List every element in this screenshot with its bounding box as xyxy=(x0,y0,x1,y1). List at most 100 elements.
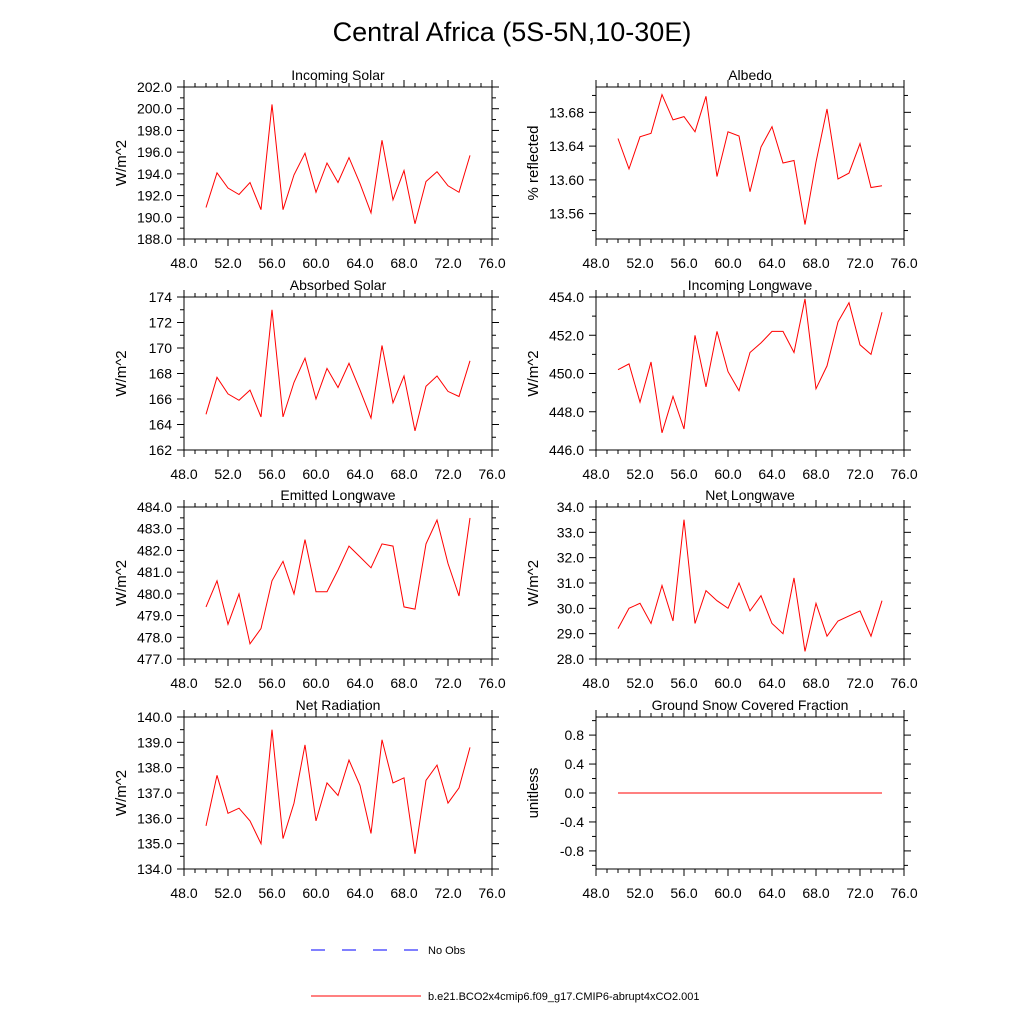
y-axis-label: W/m^2 xyxy=(113,770,130,816)
x-tick-label: 76.0 xyxy=(890,466,917,482)
y-tick-label: 13.60 xyxy=(549,172,584,188)
x-tick-label: 76.0 xyxy=(890,675,917,691)
series-line-albedo xyxy=(617,93,883,225)
y-tick-label: 450.0 xyxy=(549,366,584,382)
x-tick-label: 68.0 xyxy=(390,885,417,901)
series-line-incoming-solar xyxy=(205,104,471,224)
y-tick-label: 166 xyxy=(149,391,173,407)
panel-albedo: Albedo % reflected 48.0 52.0 56.0 60.0 64.0 68.… xyxy=(525,67,918,271)
y-tick-label: 452.0 xyxy=(549,327,584,343)
x-tick-label: 76.0 xyxy=(890,885,917,901)
y-tick-label: 140.0 xyxy=(137,709,172,725)
panel-title: Albedo xyxy=(728,67,772,83)
x-tick-label: 56.0 xyxy=(258,885,285,901)
y-axis-label: W/m^2 xyxy=(113,560,130,606)
x-tick-label: 72.0 xyxy=(846,675,873,691)
x-tick-label: 76.0 xyxy=(478,675,505,691)
y-tick-label: 134.0 xyxy=(137,861,172,877)
x-tick-label: 48.0 xyxy=(170,255,197,271)
x-tick-label: 76.0 xyxy=(478,885,505,901)
x-tick-label: 52.0 xyxy=(626,466,653,482)
series-line-net-radiation xyxy=(205,729,471,854)
panel-net-longwave: Net Longwave W/m^2 48.0 52.0 56.0 60.0 64.0 68.… xyxy=(525,487,918,691)
x-tick-label: 56.0 xyxy=(258,675,285,691)
y-tick-label: 477.0 xyxy=(137,651,172,667)
y-axis-label: W/m^2 xyxy=(525,350,542,396)
y-tick-label: 483.0 xyxy=(137,521,172,537)
panel-title: Incoming Longwave xyxy=(688,277,813,293)
y-tick-label: 446.0 xyxy=(549,442,584,458)
y-tick-label: 188.0 xyxy=(137,231,172,247)
y-tick-label: 13.68 xyxy=(549,104,584,120)
y-tick-label: 31.0 xyxy=(557,575,584,591)
y-tick-label: 139.0 xyxy=(137,734,172,750)
panel-title: Ground Snow Covered Fraction xyxy=(652,697,849,713)
legend: No Obs b.e21.BCO2x4cmip6.f09_g17.CMIP6-a… xyxy=(311,945,700,1003)
y-tick-label: 168 xyxy=(149,366,173,382)
x-tick-label: 48.0 xyxy=(582,466,609,482)
y-tick-label: -0.4 xyxy=(560,814,584,830)
legend-obs-label: No Obs xyxy=(428,945,466,957)
y-tick-label: 30.0 xyxy=(557,600,584,616)
x-tick-label: 56.0 xyxy=(258,255,285,271)
panel-title: Absorbed Solar xyxy=(290,277,387,293)
x-tick-label: 52.0 xyxy=(626,885,653,901)
y-tick-label: 33.0 xyxy=(557,524,584,540)
y-tick-label: 481.0 xyxy=(137,564,172,580)
x-tick-label: 72.0 xyxy=(434,885,461,901)
y-axis-label: W/m^2 xyxy=(113,350,130,396)
x-tick-label: 72.0 xyxy=(846,255,873,271)
y-tick-label: 480.0 xyxy=(137,586,172,602)
x-tick-label: 64.0 xyxy=(758,675,785,691)
plot-frame xyxy=(183,296,493,451)
y-axis-label: W/m^2 xyxy=(113,140,130,186)
x-tick-label: 60.0 xyxy=(714,885,741,901)
x-tick-label: 60.0 xyxy=(302,466,329,482)
y-tick-label: 198.0 xyxy=(137,122,172,138)
y-tick-label: 13.64 xyxy=(549,138,584,154)
x-tick-label: 60.0 xyxy=(714,255,741,271)
x-tick-label: 64.0 xyxy=(758,466,785,482)
y-axis-label: % reflected xyxy=(525,125,542,200)
x-tick-label: 48.0 xyxy=(170,675,197,691)
y-axis-label: W/m^2 xyxy=(525,560,542,606)
y-tick-label: 137.0 xyxy=(137,785,172,801)
y-tick-label: 172 xyxy=(149,315,173,331)
panel-net-radiation: Net Radiation W/m^2 48.0 52.0 56.0 60.0 64.0 68… xyxy=(113,697,506,901)
x-tick-label: 56.0 xyxy=(670,466,697,482)
y-tick-label: 138.0 xyxy=(137,760,172,776)
panel-absorbed-solar: Absorbed Solar W/m^2 48.0 52.0 56.0 60.0 64.0 6… xyxy=(113,277,506,482)
x-tick-label: 72.0 xyxy=(434,466,461,482)
x-tick-label: 68.0 xyxy=(802,885,829,901)
x-tick-label: 52.0 xyxy=(214,675,241,691)
plot-frame xyxy=(595,506,905,660)
plot-frame xyxy=(183,506,493,660)
y-tick-label: 0.8 xyxy=(565,727,585,743)
x-tick-label: 68.0 xyxy=(802,466,829,482)
y-tick-label: 34.0 xyxy=(557,499,584,515)
x-tick-label: 72.0 xyxy=(434,675,461,691)
x-tick-label: 52.0 xyxy=(214,255,241,271)
panel-incoming-longwave: Incoming Longwave W/m^2 48.0 52.0 56.0 60.0 64… xyxy=(525,277,918,482)
x-tick-label: 60.0 xyxy=(714,466,741,482)
series-line-absorbed-solar xyxy=(205,309,471,432)
x-tick-label: 52.0 xyxy=(626,675,653,691)
y-tick-label: 192.0 xyxy=(137,188,172,204)
x-tick-label: 76.0 xyxy=(478,466,505,482)
x-tick-label: 60.0 xyxy=(714,675,741,691)
y-tick-label: 135.0 xyxy=(137,836,172,852)
panel-title: Incoming Solar xyxy=(291,67,385,83)
panel-ground-snow-covered-fraction: Ground Snow Covered Fraction unitless 48.0… xyxy=(525,697,918,901)
x-tick-label: 52.0 xyxy=(214,885,241,901)
x-tick-label: 68.0 xyxy=(390,255,417,271)
x-tick-label: 64.0 xyxy=(758,255,785,271)
y-tick-label: 200.0 xyxy=(137,101,172,117)
x-tick-label: 56.0 xyxy=(670,255,697,271)
y-tick-label: 484.0 xyxy=(137,499,172,515)
y-tick-label: 32.0 xyxy=(557,550,584,566)
y-tick-label: 0.0 xyxy=(565,785,585,801)
x-tick-label: 64.0 xyxy=(346,466,373,482)
x-tick-label: 76.0 xyxy=(478,255,505,271)
x-tick-label: 60.0 xyxy=(302,885,329,901)
x-tick-label: 64.0 xyxy=(346,255,373,271)
